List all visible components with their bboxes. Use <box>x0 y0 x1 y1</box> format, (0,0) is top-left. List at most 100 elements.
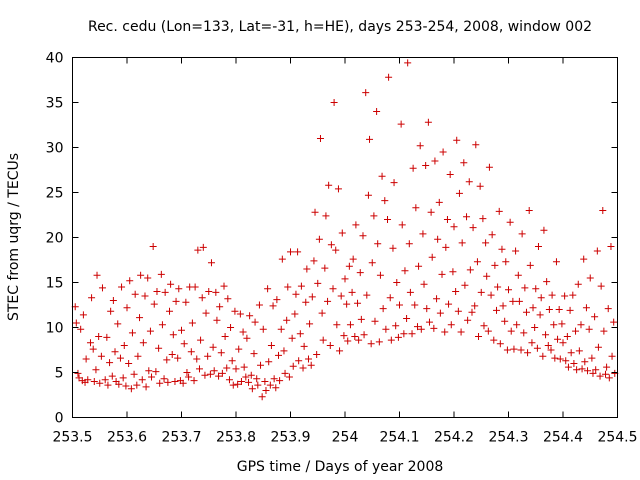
data-point <box>163 356 171 364</box>
data-point <box>534 243 542 250</box>
data-point <box>333 321 341 329</box>
data-point <box>172 297 180 305</box>
data-point <box>525 207 533 214</box>
y-tick-label: 20 <box>46 231 64 247</box>
data-point <box>510 345 518 353</box>
data-point <box>400 330 408 338</box>
data-point <box>605 374 613 382</box>
data-point <box>461 281 469 289</box>
x-tick-label: 253.7 <box>161 430 201 446</box>
data-point <box>556 355 564 363</box>
data-point <box>255 301 263 309</box>
data-point <box>603 363 611 371</box>
y-tick-label: 15 <box>46 276 64 292</box>
data-point <box>574 280 582 288</box>
data-point <box>295 357 303 365</box>
x-tick-label: 254.5 <box>597 430 637 446</box>
data-point <box>245 378 253 386</box>
data-point <box>471 302 479 310</box>
data-point <box>234 380 242 388</box>
data-point <box>127 385 135 393</box>
data-point <box>82 355 90 363</box>
data-point <box>198 294 206 302</box>
data-point <box>528 339 536 347</box>
data-point <box>308 293 316 301</box>
data-point <box>285 373 293 381</box>
data-point <box>370 212 378 220</box>
data-point <box>155 344 163 352</box>
data-point <box>134 352 142 360</box>
data-point <box>195 365 203 373</box>
data-point <box>239 328 247 336</box>
data-point <box>463 213 471 221</box>
data-point <box>168 351 176 358</box>
data-point <box>351 333 359 340</box>
data-point <box>161 288 169 296</box>
data-point <box>584 367 592 375</box>
data-point <box>344 337 352 345</box>
data-point <box>209 343 217 351</box>
data-point <box>107 307 115 315</box>
data-point <box>425 318 433 326</box>
data-point <box>521 284 529 292</box>
data-point <box>304 355 312 363</box>
data-point <box>452 288 460 295</box>
data-point <box>393 279 401 286</box>
x-tick-label: 254.3 <box>488 430 528 446</box>
data-point <box>294 248 302 256</box>
data-point <box>449 268 457 276</box>
data-point <box>588 354 596 362</box>
data-point <box>212 288 220 296</box>
x-tick-label: 254.4 <box>543 430 583 446</box>
data-point <box>566 306 574 314</box>
data-point <box>552 258 560 266</box>
data-point <box>207 259 215 267</box>
data-point <box>543 278 551 286</box>
y-tick-label: 40 <box>46 51 64 67</box>
data-point <box>322 212 330 220</box>
data-point <box>283 316 291 324</box>
data-point <box>126 277 134 285</box>
data-point <box>276 377 284 385</box>
data-point <box>424 118 432 126</box>
data-point <box>577 321 585 329</box>
data-point <box>397 120 405 128</box>
data-point <box>485 163 493 171</box>
data-point <box>357 315 365 323</box>
data-point <box>138 376 146 384</box>
data-point <box>277 325 285 333</box>
data-point <box>232 365 240 373</box>
data-point <box>438 270 446 278</box>
data-point <box>182 298 190 306</box>
data-point <box>465 178 473 186</box>
data-point <box>373 108 381 115</box>
data-point <box>269 302 277 310</box>
data-point <box>505 286 512 294</box>
data-point <box>128 329 136 337</box>
data-point <box>469 224 477 232</box>
data-point <box>428 253 436 261</box>
data-point <box>398 221 406 229</box>
data-point <box>259 325 267 333</box>
data-point <box>144 274 152 282</box>
data-point <box>104 381 112 389</box>
data-point <box>329 285 337 293</box>
data-point <box>488 231 496 239</box>
data-point <box>324 297 332 305</box>
data-point <box>118 283 126 291</box>
data-point <box>420 280 428 288</box>
data-point <box>392 322 400 330</box>
data-point <box>136 314 144 322</box>
data-point <box>610 318 618 326</box>
data-point <box>183 369 191 376</box>
data-point <box>302 298 310 306</box>
data-point <box>120 342 128 349</box>
data-point <box>242 373 250 381</box>
data-point <box>513 321 521 329</box>
data-point <box>210 367 218 375</box>
y-tick-label: 30 <box>46 141 64 157</box>
data-point <box>202 309 210 317</box>
data-point <box>111 348 119 356</box>
data-point <box>559 339 567 347</box>
data-point <box>375 338 383 346</box>
